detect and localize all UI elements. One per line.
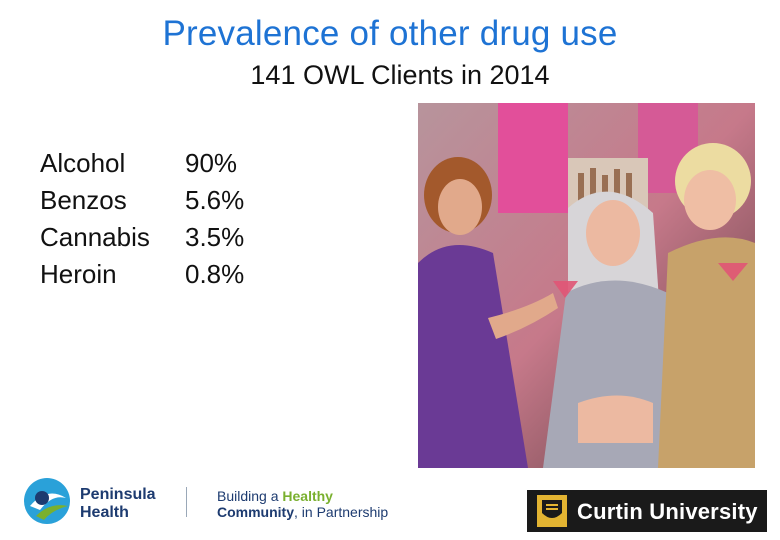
peninsula-line1: Peninsula — [80, 486, 156, 503]
slide-title: Prevalence of other drug use — [162, 14, 618, 53]
tagline-part2: Community — [217, 504, 294, 520]
stat-row-benzos: Benzos 5.6% — [40, 182, 244, 219]
tagline-part1: Building a — [217, 488, 283, 504]
stats-list: Alcohol 90% Benzos 5.6% Cannabis 3.5% He… — [40, 145, 244, 293]
stat-row-cannabis: Cannabis 3.5% — [40, 219, 244, 256]
stat-row-heroin: Heroin 0.8% — [40, 256, 244, 293]
stat-value: 3.5% — [185, 222, 245, 252]
stat-label: Alcohol — [40, 148, 126, 178]
tagline-highlight: Healthy — [282, 488, 333, 504]
stat-label: Heroin — [40, 259, 117, 289]
stat-row-alcohol: Alcohol 90% — [40, 145, 244, 182]
stat-label: Cannabis — [40, 222, 150, 252]
peninsula-health-name: Peninsula Health — [80, 486, 156, 522]
curtin-university-logo: Curtin University — [527, 490, 767, 532]
stat-label: Benzos — [40, 185, 127, 215]
peninsula-tagline: Building a Healthy Community, in Partner… — [217, 488, 388, 520]
peninsula-health-logo-icon — [22, 476, 72, 526]
photo-illustration — [418, 103, 755, 468]
footer-divider — [186, 487, 187, 517]
stat-value: 90% — [185, 148, 238, 178]
slide-subtitle: 141 OWL Clients in 2014 — [250, 60, 550, 90]
curtin-shield-icon — [537, 495, 567, 527]
stat-value: 5.6% — [185, 185, 245, 215]
curtin-text: Curtin University — [577, 499, 758, 524]
stat-value: 0.8% — [185, 259, 245, 289]
tagline-part3: , in Partnership — [294, 504, 389, 520]
photo-women-toasting — [418, 103, 755, 468]
peninsula-line2: Health — [80, 504, 129, 521]
